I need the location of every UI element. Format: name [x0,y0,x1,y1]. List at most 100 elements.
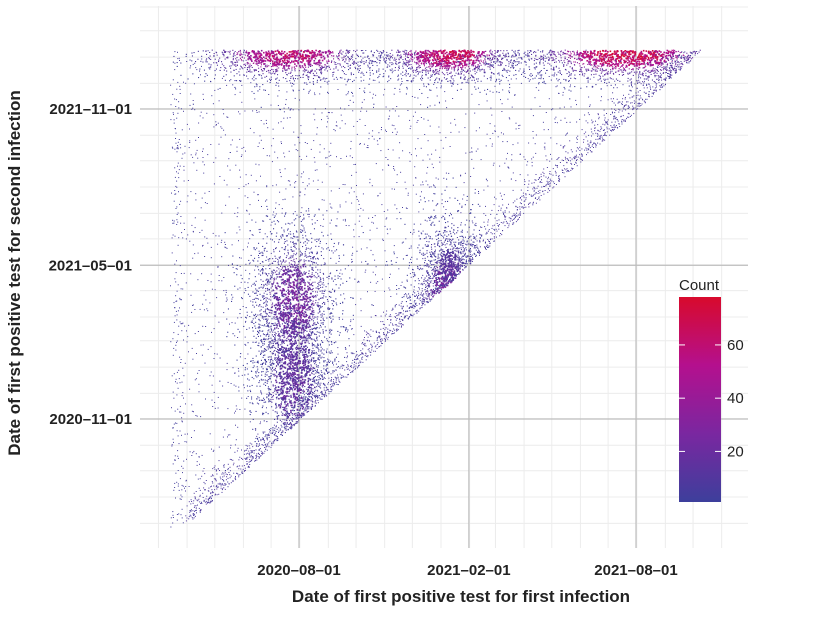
density-point [282,279,284,281]
density-point [438,257,439,258]
density-point [332,316,333,317]
density-point [462,245,463,246]
density-point [470,248,471,249]
density-point [200,61,201,62]
density-point [317,252,318,253]
density-point [222,64,223,65]
density-point [318,359,319,360]
density-point [293,356,295,358]
density-point [249,67,250,68]
density-point [286,303,288,305]
density-point [263,281,264,282]
density-point [313,304,314,305]
density-point [306,249,307,250]
density-point [459,260,460,261]
density-point [309,82,310,83]
density-point [248,287,249,288]
density-point [323,280,324,281]
density-point [307,394,308,395]
density-point [304,65,306,67]
density-point [329,51,331,53]
density-point [290,292,291,293]
density-point [229,66,230,67]
density-point [255,54,257,56]
density-point [433,253,434,254]
density-point [273,228,274,229]
density-point [327,83,328,84]
density-point [432,273,433,274]
density-point [443,281,444,282]
density-point [335,279,336,280]
density-point [310,393,311,394]
density-point [268,399,269,400]
density-point [268,284,269,285]
density-point [299,249,300,250]
density-point [276,377,277,378]
density-point [237,65,238,66]
density-point [263,68,264,69]
density-point [316,69,317,70]
density-point [298,264,299,265]
density-point [305,340,307,342]
density-point [267,333,268,334]
density-point [304,71,305,72]
density-point [294,376,296,378]
density-point [318,349,319,350]
density-point [447,238,448,239]
density-point [287,382,289,384]
density-point [305,364,307,366]
density-point [230,54,231,55]
density-point [440,272,441,273]
density-point [330,69,331,70]
density-point [234,345,235,346]
density-point [325,360,326,361]
density-point [285,214,286,215]
density-point [329,250,330,251]
density-point [270,279,271,280]
density-point [253,77,254,78]
density-point [268,359,269,360]
density-point [320,314,321,315]
density-point [285,269,287,271]
density-point [294,273,296,275]
density-point [265,360,266,361]
density-point [280,366,282,368]
density-point [305,367,307,369]
density-point [285,249,286,250]
density-point [283,378,285,380]
density-point [308,383,310,385]
density-point [252,260,253,261]
density-point [267,301,268,302]
density-point [320,320,321,321]
density-point [289,391,290,392]
density-point [312,272,313,273]
density-point [284,347,286,349]
density-point [312,65,313,66]
density-point [465,256,466,257]
density-point [188,78,189,79]
density-point [203,50,204,51]
density-point [312,350,313,351]
density-point [291,76,292,77]
density-point [285,323,286,324]
density-point [270,70,271,71]
density-point [327,299,328,300]
density-point [264,63,266,65]
density-point [281,365,283,367]
density-point [267,322,268,323]
density-point [297,282,298,283]
density-point [276,69,277,70]
density-point [329,362,330,363]
density-point [267,59,269,61]
density-point [292,56,294,58]
density-point [486,233,487,234]
density-point [224,51,225,52]
density-point [198,77,199,78]
density-point [290,336,292,338]
density-point [268,398,269,399]
density-point [349,59,350,60]
density-point [215,74,216,75]
density-point [274,334,275,335]
density-point [244,282,245,283]
density-point [321,327,322,328]
